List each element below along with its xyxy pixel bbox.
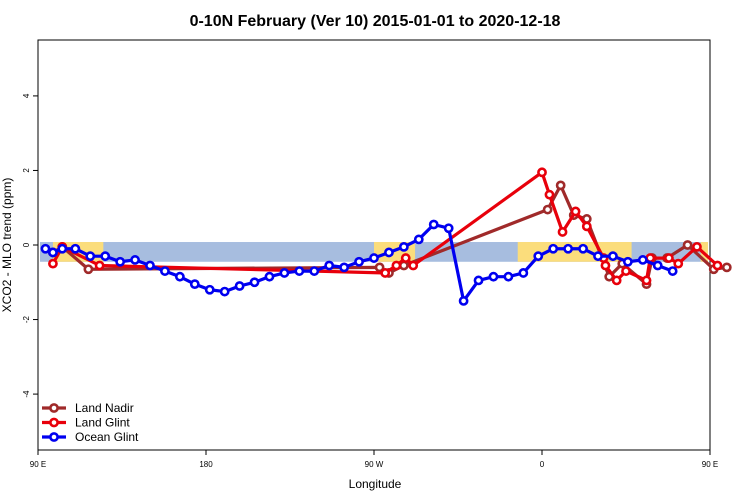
point-land-glint-20 [692,241,702,252]
point-land-nadir-6 [542,204,553,215]
point-ocean-glint-14 [234,281,245,291]
legend-item-land-glint: Land Glint [42,416,130,430]
point-ocean-glint-12 [204,284,215,295]
point-ocean-glint-37 [578,243,588,254]
point-land-glint-11 [581,221,592,232]
point-land-glint-3 [380,268,391,278]
point-land-nadir-15 [682,240,693,250]
x-tick-label-3: 0 [540,460,545,469]
point-land-glint-21 [712,260,723,271]
point-land-glint-0 [48,258,58,269]
x-tick-label-2: 90 W [365,460,384,469]
legend-marker-land-glint [49,417,59,428]
point-land-glint-6 [408,260,419,271]
point-land-nadir-7 [555,180,566,191]
x-tick-label-4: 90 E [702,460,718,469]
point-ocean-glint-33 [518,268,529,278]
y-tick-label-4: 4 [22,93,31,98]
point-ocean-glint-29 [458,296,469,306]
legend-item-land-nadir: Land Nadir [42,401,134,415]
point-ocean-glint-30 [473,275,484,286]
point-ocean-glint-43 [667,266,678,276]
point-ocean-glint-36 [563,243,574,254]
point-ocean-glint-19 [309,266,320,276]
point-ocean-glint-4 [85,251,96,262]
point-ocean-glint-38 [593,251,603,262]
point-land-glint-4 [391,260,402,271]
point-land-glint-19 [673,258,684,269]
point-ocean-glint-16 [264,271,275,282]
point-ocean-glint-27 [428,219,439,230]
point-ocean-glint-1 [48,247,58,258]
point-ocean-glint-41 [637,255,648,265]
point-land-glint-7 [537,167,547,178]
legend-label-land-nadir: Land Nadir [75,401,134,415]
y-axis: -4 -2 0 2 4 [22,93,38,398]
point-land-glint-14 [611,275,622,286]
point-ocean-glint-26 [413,234,424,245]
point-ocean-glint-25 [398,241,409,252]
y-tick-label-3: 2 [22,168,31,173]
y-tick-label-2: 0 [22,242,31,247]
point-land-glint-2 [94,260,105,271]
point-ocean-glint-18 [294,266,305,276]
point-ocean-glint-2 [57,243,68,254]
point-ocean-glint-8 [145,260,155,271]
point-ocean-glint-7 [130,255,140,265]
x-axis: 90 E 180 90 W 0 90 E [30,450,718,469]
point-ocean-glint-15 [249,277,260,288]
legend-marker-land-nadir [49,403,59,413]
point-land-nadir-17 [721,262,732,273]
point-ocean-glint-23 [369,253,379,263]
series-land-glint [48,167,723,286]
point-land-glint-16 [641,275,652,286]
x-tick-label-0: 90 E [30,460,46,469]
point-ocean-glint-11 [189,279,200,290]
point-ocean-glint-6 [115,256,126,267]
point-land-glint-18 [664,253,674,263]
point-ocean-glint-21 [339,262,350,273]
point-ocean-glint-42 [652,260,663,271]
point-ocean-glint-3 [70,243,81,254]
x-axis-label: Longitude [349,477,402,491]
point-ocean-glint-32 [503,271,514,282]
point-ocean-glint-9 [160,266,170,276]
point-ocean-glint-13 [219,286,230,297]
y-tick-label-0: -4 [22,390,31,398]
point-ocean-glint-31 [488,271,499,282]
legend-label-land-glint: Land Glint [75,416,130,430]
point-land-glint-5 [400,253,411,263]
point-ocean-glint-10 [174,271,185,282]
series-layer [40,167,732,306]
series-line-land-glint [51,170,720,283]
point-ocean-glint-20 [324,260,335,271]
point-ocean-glint-40 [622,256,633,267]
legend-item-ocean-glint: Ocean Glint [42,430,139,444]
point-ocean-glint-17 [279,268,290,278]
point-ocean-glint-5 [100,251,111,262]
point-land-glint-15 [621,266,631,276]
point-ocean-glint-22 [354,256,364,267]
point-land-nadir-2 [83,264,94,275]
y-axis-label: XCO2 - MLO trend (ppm) [0,178,14,313]
point-land-glint-8 [544,189,555,200]
chart-title: 0-10N February (Ver 10) 2015-01-01 to 20… [190,13,561,30]
x-tick-label-1: 180 [199,460,213,469]
point-land-glint-10 [570,206,581,217]
series-ocean-glint [40,219,678,306]
point-land-nadir-3 [374,262,385,273]
point-ocean-glint-35 [548,243,559,254]
point-land-glint-9 [557,227,568,237]
point-ocean-glint-39 [608,251,618,262]
point-ocean-glint-24 [384,247,394,258]
legend-label-ocean-glint: Ocean Glint [75,430,139,444]
point-ocean-glint-28 [443,223,454,234]
point-land-glint-13 [600,260,611,271]
legend-marker-ocean-glint [49,432,59,442]
point-ocean-glint-34 [533,251,544,262]
y-tick-label-1: -2 [22,315,31,323]
point-ocean-glint-0 [40,243,51,254]
